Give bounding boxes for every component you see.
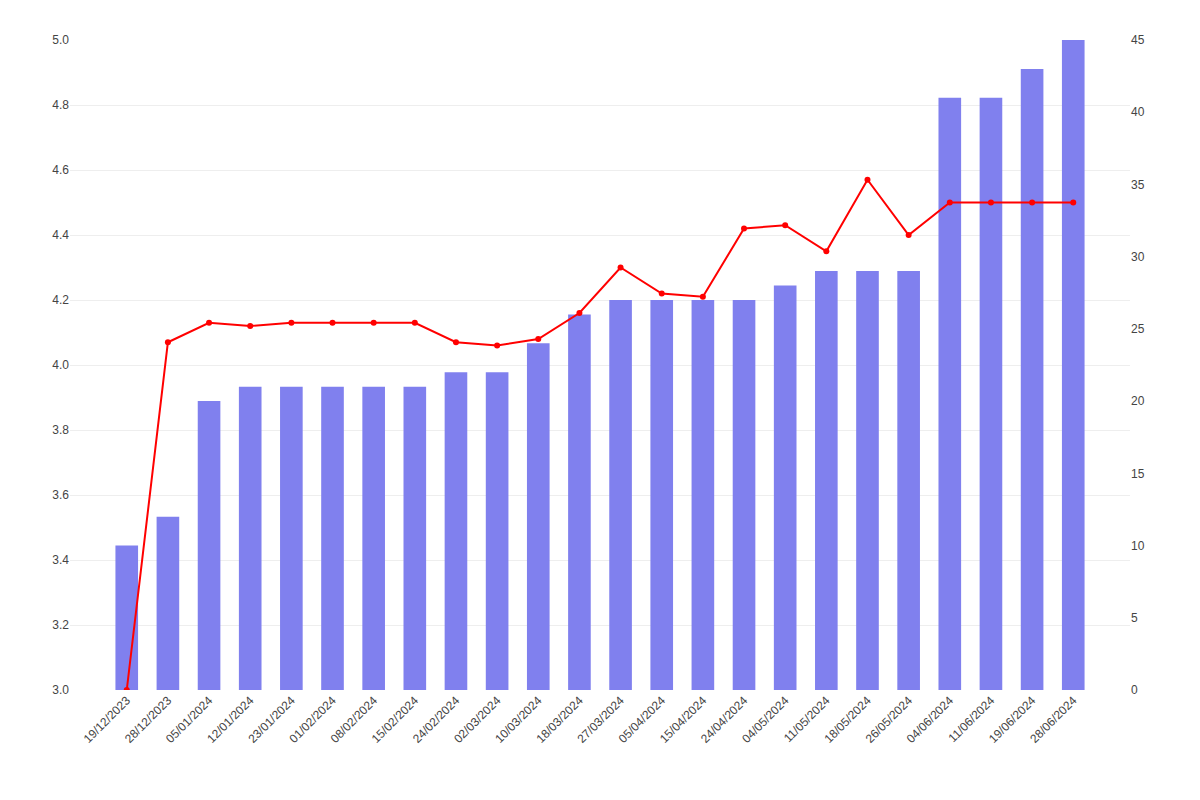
svg-text:0: 0 xyxy=(1131,683,1138,697)
svg-text:15/02/2024: 15/02/2024 xyxy=(369,693,422,746)
svg-text:4.0: 4.0 xyxy=(52,358,69,372)
svg-text:12/01/2024: 12/01/2024 xyxy=(204,693,257,746)
svg-text:01/02/2024: 01/02/2024 xyxy=(287,693,340,746)
svg-text:4.4: 4.4 xyxy=(52,228,69,242)
svg-text:3.8: 3.8 xyxy=(52,423,69,437)
svg-text:20: 20 xyxy=(1131,394,1145,408)
svg-text:23/01/2024: 23/01/2024 xyxy=(245,693,298,746)
svg-text:35: 35 xyxy=(1131,178,1145,192)
svg-text:24/04/2024: 24/04/2024 xyxy=(698,693,751,746)
svg-text:28/06/2024: 28/06/2024 xyxy=(1027,693,1080,746)
svg-text:15/04/2024: 15/04/2024 xyxy=(657,693,710,746)
svg-text:10: 10 xyxy=(1131,539,1145,553)
svg-text:45: 45 xyxy=(1131,33,1145,47)
svg-text:28/12/2023: 28/12/2023 xyxy=(122,693,175,746)
svg-text:11/05/2024: 11/05/2024 xyxy=(781,693,833,745)
svg-text:3.0: 3.0 xyxy=(52,683,69,697)
svg-text:27/03/2024: 27/03/2024 xyxy=(575,693,628,746)
svg-text:04/05/2024: 04/05/2024 xyxy=(739,693,792,746)
svg-text:25: 25 xyxy=(1131,322,1145,336)
svg-text:05/01/2024: 05/01/2024 xyxy=(163,693,216,746)
svg-text:04/06/2024: 04/06/2024 xyxy=(904,693,957,746)
svg-text:24/02/2024: 24/02/2024 xyxy=(410,693,463,746)
svg-text:15: 15 xyxy=(1131,467,1145,481)
svg-text:30: 30 xyxy=(1131,250,1145,264)
svg-text:4.8: 4.8 xyxy=(52,98,69,112)
svg-text:10/03/2024: 10/03/2024 xyxy=(492,693,545,746)
svg-text:3.6: 3.6 xyxy=(52,488,69,502)
svg-text:19/06/2024: 19/06/2024 xyxy=(986,693,1039,746)
svg-text:02/03/2024: 02/03/2024 xyxy=(451,693,504,746)
svg-text:18/03/2024: 18/03/2024 xyxy=(533,693,586,746)
svg-text:40: 40 xyxy=(1131,105,1145,119)
svg-text:3.2: 3.2 xyxy=(52,618,69,632)
svg-text:3.4: 3.4 xyxy=(52,553,69,567)
svg-text:4.2: 4.2 xyxy=(52,293,69,307)
svg-text:08/02/2024: 08/02/2024 xyxy=(328,693,381,746)
svg-text:18/05/2024: 18/05/2024 xyxy=(821,693,874,746)
svg-text:05/04/2024: 05/04/2024 xyxy=(616,693,669,746)
svg-text:4.6: 4.6 xyxy=(52,163,69,177)
svg-text:5: 5 xyxy=(1131,611,1138,625)
svg-text:26/05/2024: 26/05/2024 xyxy=(863,693,916,746)
svg-text:19/12/2023: 19/12/2023 xyxy=(81,693,134,746)
svg-text:5.0: 5.0 xyxy=(52,33,69,47)
svg-text:11/06/2024: 11/06/2024 xyxy=(946,693,998,745)
